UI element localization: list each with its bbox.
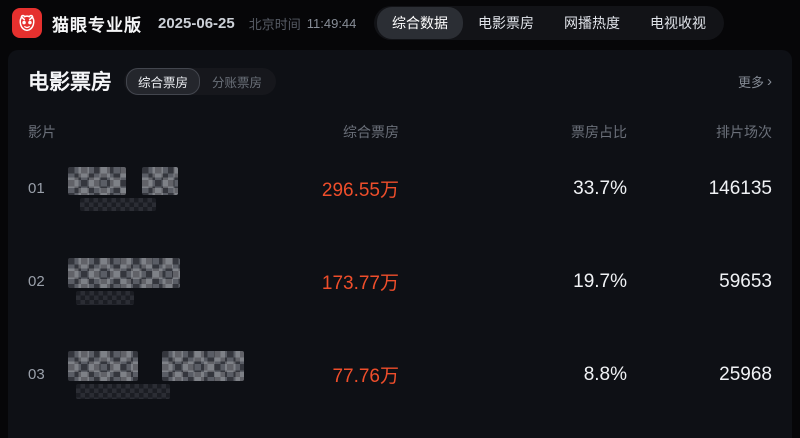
app-title: 猫眼专业版 [52,15,142,35]
movie-title-blurred [68,350,244,399]
maoyan-logo-icon[interactable] [12,8,42,38]
chevron-right-icon: › [767,72,772,90]
box-office-value: 296.55万 [321,180,399,201]
tab-streaming-heat[interactable]: 网播热度 [564,15,620,31]
toggle-comprehensive[interactable]: 综合票房 [126,67,201,95]
share-value: 33.7% [573,177,627,199]
current-time: 11:49:44 [306,15,357,31]
rank-label: 01 [28,180,45,197]
tab-movie-box-office[interactable]: 电影票房 [478,15,534,31]
table-header-row: 影片 综合票房 票房占比 排片场次 [28,122,772,142]
timezone-label: 北京时间 [248,16,301,32]
rank-label: 03 [28,366,45,383]
panel-title: 电影票房 [28,71,112,94]
main-nav: 综合数据 电影票房 网播热度 电视收视 [374,6,724,40]
current-date: 2025-06-25 [158,14,235,32]
share-value: 19.7% [573,270,627,292]
box-office-type-toggle: 综合票房 分账票房 [124,67,277,95]
col-header-box-office: 综合票房 [343,124,399,140]
share-value: 8.8% [583,363,627,385]
panel-header: 电影票房 综合票房 分账票房 更多 › [28,66,772,96]
table-row[interactable]: 01 296.55万 33.7% 146135 [28,142,772,235]
screenings-value: 146135 [708,177,772,199]
rank-label: 02 [28,273,45,290]
more-link[interactable]: 更多 › [738,72,772,91]
more-label: 更多 [737,74,764,90]
col-header-film: 影片 [28,124,56,140]
tab-tv-ratings[interactable]: 电视收视 [650,15,706,31]
col-header-share: 票房占比 [571,124,627,140]
top-bar: 猫眼专业版 2025-06-25 北京时间 11:49:44 综合数据 电影票房… [0,0,800,46]
movie-title-blurred [68,258,180,305]
tab-comprehensive-data[interactable]: 综合数据 [377,7,463,39]
box-office-panel: 电影票房 综合票房 分账票房 更多 › 影片 综合票房 票房占比 排片场次 01 [8,50,792,438]
cat-face-icon [19,14,35,32]
box-office-value: 173.77万 [321,273,399,294]
table-row[interactable]: 02 173.77万 19.7% 59653 [28,235,772,328]
toggle-split-account[interactable]: 分账票房 [212,75,263,90]
movie-title-blurred [68,166,178,211]
screenings-value: 25968 [719,363,772,385]
col-header-screenings: 排片场次 [716,124,772,140]
table-row[interactable]: 03 77.76万 8.8% 25968 [28,328,772,421]
box-office-value: 77.76万 [332,366,399,387]
screenings-value: 59653 [719,270,772,292]
